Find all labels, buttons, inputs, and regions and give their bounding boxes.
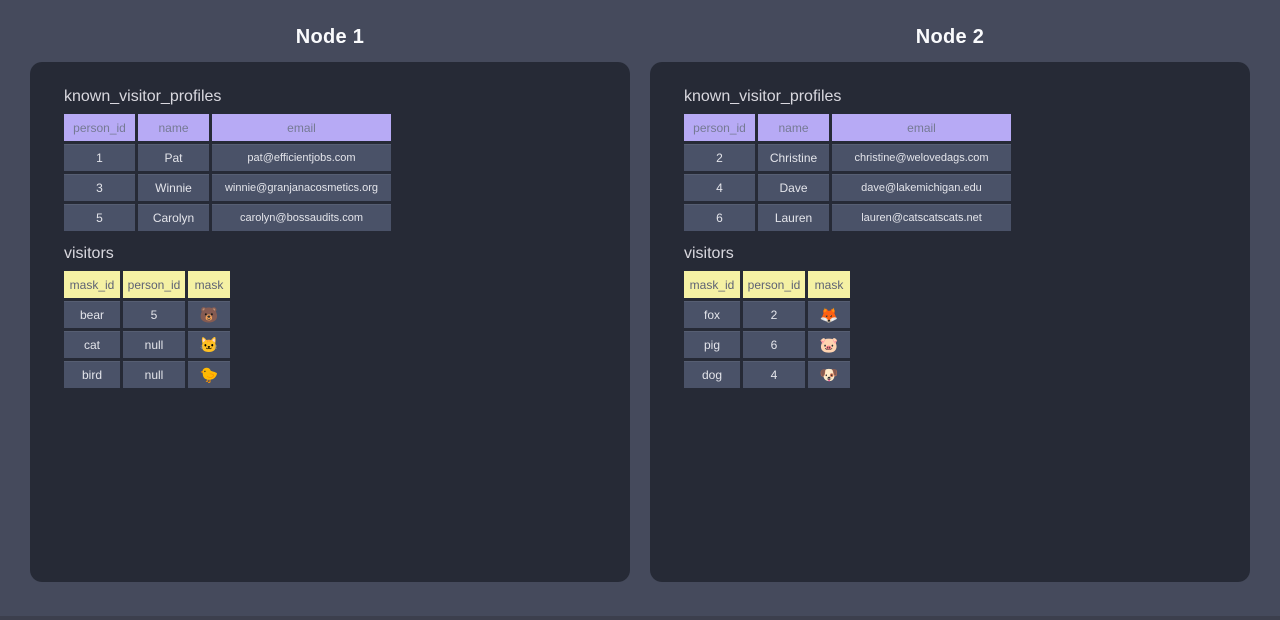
node-title: Node 1 — [295, 26, 365, 48]
cell-person_id: 4 — [684, 174, 755, 201]
column-header-mask: mask — [188, 271, 230, 298]
visitors-table: mask_id person_id mask bear 5 🐻 cat null 🐱 bird nu… — [64, 271, 596, 388]
cell-email: pat@efficientjobs.com — [212, 144, 391, 171]
cell-mask_id: cat — [64, 331, 120, 358]
cell-mask: 🐱 — [188, 331, 230, 358]
node-2-card: known_visitor_profiles person_id name emai… — [650, 62, 1250, 582]
cell-email: carolyn@bossaudits.com — [212, 204, 391, 231]
nodes-stage: Node 1 known_visitor_profiles person_id n… — [30, 0, 1250, 582]
visitors-table: mask_id person_id mask fox 2 🦊 pig 6 🐷 dog 4 🐶 — [684, 271, 1216, 388]
cell-person_id: 5 — [123, 301, 185, 328]
known-visitor-profiles-table: person_id name email 1 Pat pat@efficientjobs.… — [64, 114, 596, 231]
column-header-email: email — [212, 114, 391, 141]
cell-name: Christine — [758, 144, 829, 171]
cell-mask: 🐤 — [188, 361, 230, 388]
node-1-card: known_visitor_profiles person_id name emai… — [30, 62, 630, 582]
cell-mask_id: fox — [684, 301, 740, 328]
cell-name: Lauren — [758, 204, 829, 231]
table-title-visitors: visitors — [64, 245, 114, 262]
cell-person_id: 2 — [684, 144, 755, 171]
cell-person_id: 2 — [743, 301, 805, 328]
column-header-person_id: person_id — [64, 114, 135, 141]
cell-email: winnie@granjanacosmetics.org — [212, 174, 391, 201]
cell-email: dave@lakemichigan.edu — [832, 174, 1011, 201]
column-header-mask_id: mask_id — [64, 271, 120, 298]
cell-name: Carolyn — [138, 204, 209, 231]
cell-person_id: 4 — [743, 361, 805, 388]
cell-mask_id: bear — [64, 301, 120, 328]
cell-person_id: 5 — [64, 204, 135, 231]
cell-name: Dave — [758, 174, 829, 201]
cell-name: Winnie — [138, 174, 209, 201]
cell-person_id: 3 — [64, 174, 135, 201]
cell-mask_id: pig — [684, 331, 740, 358]
column-header-person_id: person_id — [123, 271, 185, 298]
cell-mask: 🦊 — [808, 301, 850, 328]
column-header-person_id: person_id — [684, 114, 755, 141]
cell-email: christine@welovedags.com — [832, 144, 1011, 171]
cell-person_id: null — [123, 331, 185, 358]
cell-mask_id: dog — [684, 361, 740, 388]
cell-mask: 🐻 — [188, 301, 230, 328]
cell-person_id: 6 — [684, 204, 755, 231]
cell-person_id: 6 — [743, 331, 805, 358]
known-visitor-profiles-table: person_id name email 2 Christine christine@we… — [684, 114, 1216, 231]
cell-mask: 🐷 — [808, 331, 850, 358]
cell-mask_id: bird — [64, 361, 120, 388]
window-bottom-edge — [0, 616, 1280, 620]
table-title-known-visitor-profiles: known_visitor_profiles — [64, 88, 222, 105]
table-title-known-visitor-profiles: known_visitor_profiles — [684, 88, 842, 105]
cell-person_id: null — [123, 361, 185, 388]
column-header-name: name — [138, 114, 209, 141]
cell-mask: 🐶 — [808, 361, 850, 388]
node-2-section: Node 2 known_visitor_profiles person_id n… — [650, 0, 1250, 582]
cell-email: lauren@catscatscats.net — [832, 204, 1011, 231]
column-header-name: name — [758, 114, 829, 141]
column-header-email: email — [832, 114, 1011, 141]
node-1-section: Node 1 known_visitor_profiles person_id n… — [30, 0, 630, 582]
column-header-person_id: person_id — [743, 271, 805, 298]
cell-name: Pat — [138, 144, 209, 171]
column-header-mask_id: mask_id — [684, 271, 740, 298]
column-header-mask: mask — [808, 271, 850, 298]
cell-person_id: 1 — [64, 144, 135, 171]
table-title-visitors: visitors — [684, 245, 734, 262]
node-title: Node 2 — [915, 26, 985, 48]
